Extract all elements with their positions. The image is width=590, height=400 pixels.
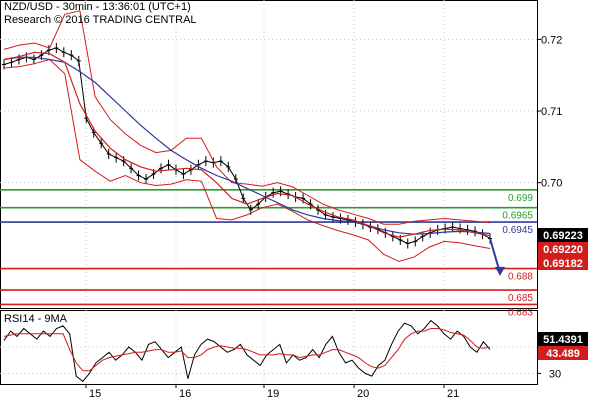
x-tick-label: 19 [267,388,279,400]
x-tick-label: 20 [357,388,369,400]
rsi-value-box [538,332,588,346]
rsi-ma-value-label: 43.489 [546,348,580,360]
x-tick-label: 21 [447,388,459,400]
level-label: 0.685 [508,293,533,304]
price-label-box [538,242,588,256]
rsi-value-label: 51.4391 [543,334,583,346]
y-tick-label: 0.72 [541,34,562,46]
level-label: 0.688 [508,272,533,283]
y-tick-label: 0.70 [541,178,562,190]
price-line [3,47,491,245]
level-label: 0.683 [508,307,533,318]
bollinger-upper [3,10,491,225]
chart-subtitle: Research © 2016 TRADING CENTRAL [4,14,197,26]
price-label-box [538,228,588,242]
rsi-line [3,319,491,383]
price-label-text: 0.69182 [543,258,583,270]
price-label-text: 0.69223 [543,230,583,242]
moving-average-fast [3,51,491,238]
level-label: 0.6965 [502,211,533,222]
price-label-box [538,256,588,270]
bollinger-lower [3,58,491,262]
x-tick-label: 15 [89,388,101,400]
rsi-ma-value-box [538,346,588,360]
rsi-title: RSI14 - 9MA [4,313,68,325]
y-tick-label: 0.71 [541,106,562,118]
rsi-ma-line [3,328,491,372]
price-panel-frame [0,0,538,309]
moving-average-slow [3,56,491,235]
forecast-arrow-head [495,266,505,276]
price-label-text: 0.69220 [543,244,583,256]
x-tick-label: 16 [179,388,191,400]
rsi-y-tick-label: 30 [549,368,561,380]
level-label: 0.699 [508,193,533,204]
chart-title: NZD/USD - 30min - 13:36:01 (UTC+1) [4,1,191,13]
level-label: 0.6945 [502,225,533,236]
